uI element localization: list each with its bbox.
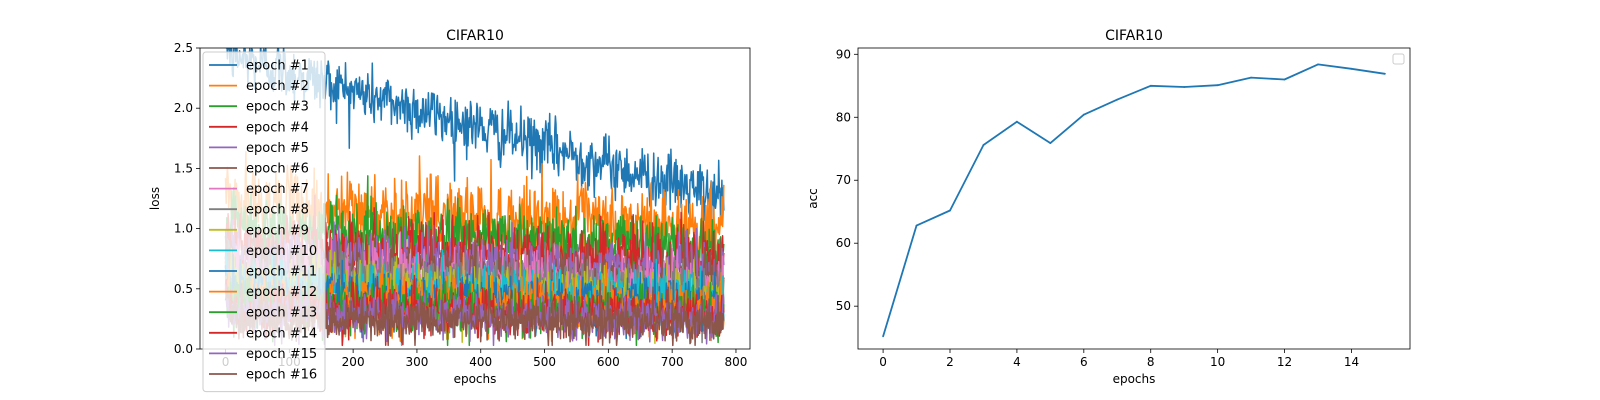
plot-frame: [857, 47, 1411, 350]
y-tick-label: 0.5: [174, 282, 193, 296]
acc-point: [1216, 84, 1219, 87]
y-tick-label: 60: [836, 236, 851, 250]
y-tick-label: 2.5: [174, 41, 193, 55]
acc-point: [1250, 76, 1252, 79]
chart-title: CIFAR10: [446, 28, 504, 44]
plot-frame: [199, 47, 751, 350]
legend-label: epoch #1: [246, 59, 309, 74]
legend-label: epoch #11: [246, 265, 317, 280]
loss-chart: 01002003004005006007008000.00.51.01.52.0…: [148, 28, 751, 393]
empty-legend-box: [1392, 53, 1405, 65]
legend-label: epoch #8: [246, 203, 309, 218]
acc-point: [882, 335, 884, 338]
x-tick-label: 200: [342, 355, 365, 369]
legend: epoch #1 epoch #2 epoch #3 epoch #4 epoch #5…: [202, 51, 326, 393]
y-tick-label: 70: [836, 173, 851, 187]
x-tick-label: 600: [597, 355, 620, 369]
legend-label: epoch #9: [246, 223, 309, 238]
legend-label: epoch #16: [246, 368, 317, 383]
y-tick-label: 90: [836, 47, 851, 61]
acc-point: [1283, 78, 1286, 81]
x-tick-label: 8: [1147, 355, 1155, 369]
x-tick-label: 2: [946, 355, 954, 369]
acc-series-line: [882, 63, 1386, 337]
acc-point: [1116, 98, 1119, 101]
acc-point: [982, 144, 985, 146]
x-tick-label: 6: [1080, 355, 1088, 369]
y-tick-label: 2.0: [174, 101, 193, 115]
x-tick-label: 300: [405, 355, 428, 369]
x-tick-label: 400: [469, 355, 492, 369]
acc-point: [1016, 120, 1018, 123]
x-tick-label: 4: [1013, 355, 1021, 369]
x-tick-label: 14: [1344, 355, 1359, 369]
legend-label: epoch #7: [246, 182, 309, 197]
legend-label: epoch #10: [246, 244, 317, 259]
acc-point: [949, 209, 951, 212]
chart-title: CIFAR10: [1105, 28, 1163, 44]
acc-point: [1183, 86, 1186, 88]
x-tick-label: 500: [533, 355, 556, 369]
x-axis-label: epochs: [1113, 372, 1156, 386]
legend-label: epoch #2: [246, 79, 309, 94]
acc-point: [1049, 142, 1052, 145]
legend-label: epoch #3: [246, 100, 309, 115]
y-tick-label: 80: [836, 110, 851, 124]
y-tick-label: 50: [836, 299, 851, 313]
legend-label: epoch #13: [246, 306, 317, 321]
y-tick-label: 1.5: [174, 161, 193, 175]
legend-label: epoch #5: [246, 141, 309, 156]
acc-point: [1149, 84, 1152, 87]
x-tick-label: 700: [661, 355, 684, 369]
accuracy-chart: 0 2 4 6 8 10 12 14 50 60 70 80 90 CIFAR10 epochs acc: [806, 28, 1411, 386]
acc-point: [1082, 113, 1085, 116]
y-tick-label: 0.0: [174, 342, 193, 356]
x-tick-label: 12: [1277, 355, 1292, 369]
acc-point: [1384, 72, 1386, 75]
acc-point: [1350, 67, 1353, 70]
x-tick-label: 0: [879, 355, 887, 369]
legend-label: epoch #12: [246, 285, 317, 300]
legend-label: epoch #6: [246, 162, 309, 177]
legend-label: epoch #4: [246, 120, 309, 135]
x-tick-label: 10: [1210, 355, 1225, 369]
y-axis-label: acc: [806, 188, 820, 209]
x-axis-label: epochs: [454, 372, 497, 386]
y-tick-label: 1.0: [174, 222, 193, 236]
acc-point: [1317, 63, 1319, 66]
y-axis-label: loss: [148, 187, 162, 210]
acc-point: [915, 224, 918, 227]
legend-label: epoch #15: [246, 347, 317, 362]
legend-label: epoch #14: [246, 326, 317, 341]
x-tick-label: 800: [725, 355, 748, 369]
legend-box: [202, 51, 326, 393]
